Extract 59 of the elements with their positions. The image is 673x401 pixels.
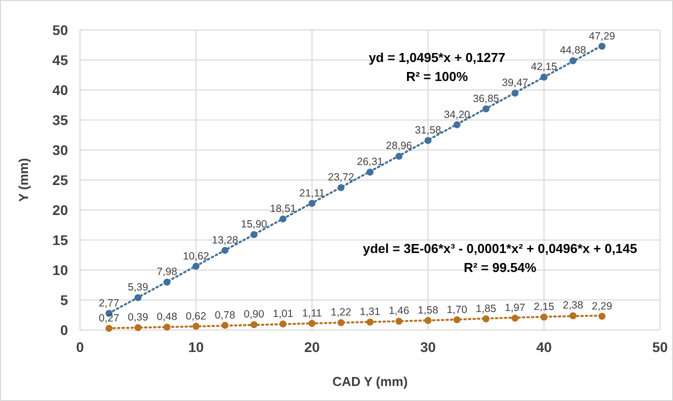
data-label: 23,72 bbox=[328, 172, 354, 184]
data-label: 15,90 bbox=[240, 218, 268, 231]
data-label: 13,28 bbox=[212, 234, 238, 246]
annotation: R² = 99.54% bbox=[464, 260, 537, 275]
data-label: 1,58 bbox=[418, 304, 438, 317]
data-label: 1,70 bbox=[446, 304, 468, 316]
data-label: 0,27 bbox=[98, 312, 120, 324]
data-label: 1,01 bbox=[272, 308, 294, 320]
y-tick-label: 0 bbox=[60, 322, 68, 338]
x-tick-label: 0 bbox=[76, 339, 84, 355]
y-tick-label: 10 bbox=[52, 262, 68, 278]
y-tick-label: 20 bbox=[52, 202, 68, 218]
annotation: R² = 100% bbox=[406, 69, 468, 84]
x-tick-label: 20 bbox=[304, 339, 320, 355]
data-label: 47,29 bbox=[588, 30, 616, 42]
y-tick-label: 50 bbox=[52, 22, 68, 38]
data-label: 1,85 bbox=[476, 302, 496, 315]
data-label: 42,15 bbox=[530, 61, 558, 74]
data-label: 34,20 bbox=[444, 108, 470, 121]
data-label: 36,85 bbox=[472, 92, 500, 105]
y-axis-title: Y (mm) bbox=[16, 158, 31, 202]
data-label: 2,77 bbox=[98, 297, 120, 310]
data-label: 39,47 bbox=[502, 77, 528, 90]
x-axis-title: CAD Y (mm) bbox=[332, 374, 408, 389]
y-tick-label: 15 bbox=[52, 232, 68, 248]
x-tick-label: 40 bbox=[536, 339, 552, 355]
data-label: 18,51 bbox=[270, 202, 296, 215]
data-label: 21,11 bbox=[299, 187, 325, 200]
data-label: 0,62 bbox=[186, 310, 206, 322]
data-label: 2,38 bbox=[562, 300, 584, 312]
data-label: 44,88 bbox=[560, 44, 586, 57]
data-label: 10,62 bbox=[182, 250, 210, 262]
data-label: 1,11 bbox=[302, 307, 322, 320]
data-label: 31,58 bbox=[414, 124, 442, 137]
y-tick-label: 45 bbox=[52, 52, 68, 68]
data-label: 28,96 bbox=[386, 140, 412, 152]
x-tick-label: 30 bbox=[420, 339, 436, 355]
data-label: 0,78 bbox=[214, 309, 236, 322]
data-label: 2,29 bbox=[592, 300, 612, 312]
data-label: 26,31 bbox=[356, 156, 384, 168]
y-tick-label: 30 bbox=[52, 142, 68, 158]
annotation: ydel = 3E-06*x³ - 0,0001*x² + 0,0496*x + 0,145 bbox=[362, 241, 638, 256]
y-tick-label: 40 bbox=[52, 82, 68, 98]
data-label: 0,39 bbox=[128, 312, 148, 324]
data-label: 1,22 bbox=[330, 306, 352, 319]
data-label: 0,48 bbox=[156, 311, 178, 324]
y-tick-label: 35 bbox=[52, 112, 68, 128]
data-label: 1,97 bbox=[504, 302, 526, 314]
data-label: 7,98 bbox=[156, 266, 178, 278]
annotation: yd = 1,0495*x + 0,1277 bbox=[368, 50, 506, 65]
data-label: 0,90 bbox=[244, 308, 264, 321]
x-tick-label: 50 bbox=[652, 339, 668, 355]
data-label: 1,46 bbox=[388, 305, 410, 318]
data-label: 5,39 bbox=[128, 282, 148, 294]
y-tick-label: 25 bbox=[52, 172, 68, 188]
y-tick-label: 5 bbox=[60, 292, 68, 308]
data-label: 2,15 bbox=[534, 301, 554, 314]
x-tick-label: 10 bbox=[188, 339, 204, 355]
data-label: 1,31 bbox=[360, 306, 380, 318]
